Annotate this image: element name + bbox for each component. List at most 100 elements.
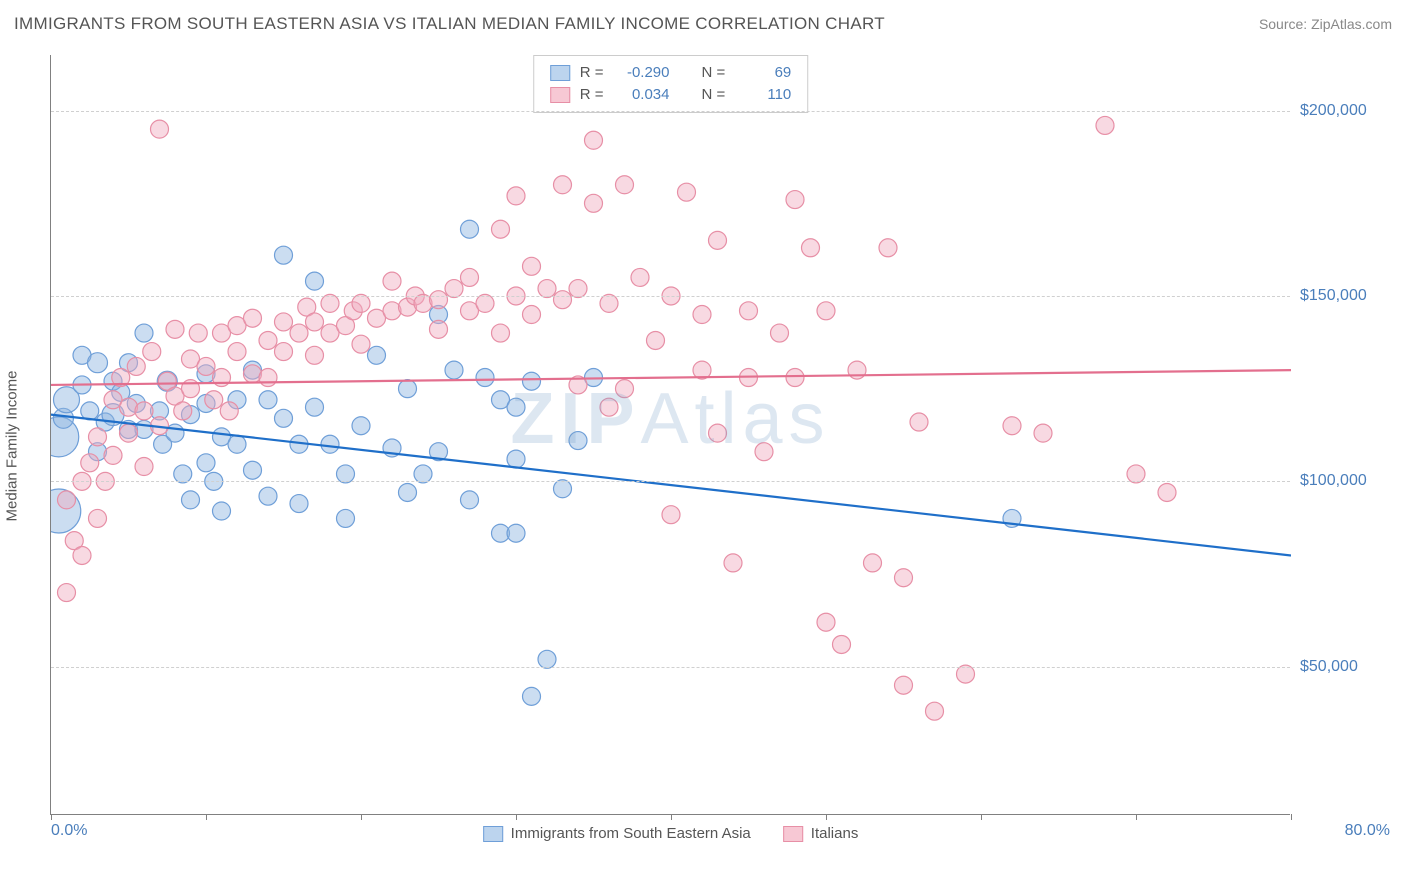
data-point (166, 320, 184, 338)
legend-row: R =0.034N =110 (550, 84, 792, 106)
data-point (523, 372, 541, 390)
data-point (957, 665, 975, 683)
series-legend-label: Italians (811, 825, 859, 842)
data-point (709, 231, 727, 249)
gridline (51, 296, 1290, 297)
data-point (135, 458, 153, 476)
data-point (151, 120, 169, 138)
data-point (275, 246, 293, 264)
x-tick-mark (361, 814, 362, 820)
data-point (368, 346, 386, 364)
data-point (89, 428, 107, 446)
data-point (414, 465, 432, 483)
data-point (182, 491, 200, 509)
trend-line (51, 415, 1291, 556)
scatter-svg (51, 55, 1291, 815)
data-point (1158, 483, 1176, 501)
data-point (1003, 417, 1021, 435)
data-point (585, 194, 603, 212)
x-tick-mark (826, 814, 827, 820)
data-point (127, 357, 145, 375)
data-point (306, 272, 324, 290)
data-point (678, 183, 696, 201)
data-point (771, 324, 789, 342)
data-point (290, 495, 308, 513)
legend-r-label: R = (580, 84, 604, 106)
data-point (507, 187, 525, 205)
x-tick-mark (51, 814, 52, 820)
y-tick-label: $150,000 (1300, 287, 1390, 305)
data-point (1127, 465, 1145, 483)
correlation-legend: R =-0.290N =69R =0.034N =110 (533, 55, 809, 113)
legend-r-value: 0.034 (614, 84, 670, 106)
gridline (51, 111, 1290, 112)
data-point (228, 343, 246, 361)
data-point (383, 272, 401, 290)
data-point (554, 480, 572, 498)
series-legend-item: Italians (783, 825, 859, 842)
data-point (693, 306, 711, 324)
data-point (88, 353, 108, 373)
data-point (507, 524, 525, 542)
x-tick-end: 80.0% (1345, 822, 1390, 840)
x-tick-mark (516, 814, 517, 820)
data-point (461, 220, 479, 238)
data-point (321, 435, 339, 453)
data-point (430, 291, 448, 309)
data-point (461, 268, 479, 286)
data-point (430, 320, 448, 338)
legend-n-label: N = (702, 62, 726, 84)
data-point (864, 554, 882, 572)
data-point (104, 446, 122, 464)
x-tick-mark (671, 814, 672, 820)
y-tick-label: $100,000 (1300, 472, 1390, 490)
data-point (244, 309, 262, 327)
gridline (51, 667, 1290, 668)
header: IMMIGRANTS FROM SOUTH EASTERN ASIA VS IT… (14, 14, 1392, 34)
data-point (337, 465, 355, 483)
data-point (802, 239, 820, 257)
data-point (306, 346, 324, 364)
data-point (786, 191, 804, 209)
data-point (538, 650, 556, 668)
y-tick-label: $200,000 (1300, 102, 1390, 120)
data-point (259, 487, 277, 505)
data-point (445, 280, 463, 298)
data-point (290, 324, 308, 342)
data-point (189, 324, 207, 342)
data-point (910, 413, 928, 431)
data-point (709, 424, 727, 442)
data-point (143, 343, 161, 361)
data-point (337, 509, 355, 527)
data-point (399, 483, 417, 501)
data-point (445, 361, 463, 379)
data-point (507, 398, 525, 416)
data-point (895, 569, 913, 587)
data-point (569, 280, 587, 298)
data-point (724, 554, 742, 572)
data-point (306, 398, 324, 416)
data-point (399, 380, 417, 398)
legend-swatch (783, 826, 803, 842)
series-legend-item: Immigrants from South Eastern Asia (483, 825, 751, 842)
data-point (461, 491, 479, 509)
source-label: Source: ZipAtlas.com (1259, 16, 1392, 32)
data-point (197, 357, 215, 375)
data-point (275, 343, 293, 361)
chart-area: ZIPAtlas R =-0.290N =69R =0.034N =110 0.… (50, 55, 1290, 815)
data-point (135, 402, 153, 420)
plot: ZIPAtlas R =-0.290N =69R =0.034N =110 0.… (50, 55, 1290, 815)
data-point (135, 324, 153, 342)
data-point (89, 509, 107, 527)
data-point (631, 268, 649, 286)
data-point (616, 176, 634, 194)
data-point (58, 491, 76, 509)
data-point (538, 280, 556, 298)
data-point (600, 294, 618, 312)
data-point (259, 331, 277, 349)
y-axis-label: Median Family Income (4, 371, 21, 522)
data-point (523, 306, 541, 324)
data-point (259, 391, 277, 409)
data-point (352, 335, 370, 353)
data-point (492, 220, 510, 238)
